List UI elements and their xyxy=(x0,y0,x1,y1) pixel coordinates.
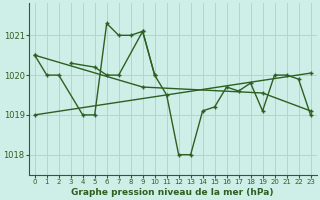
X-axis label: Graphe pression niveau de la mer (hPa): Graphe pression niveau de la mer (hPa) xyxy=(71,188,274,197)
